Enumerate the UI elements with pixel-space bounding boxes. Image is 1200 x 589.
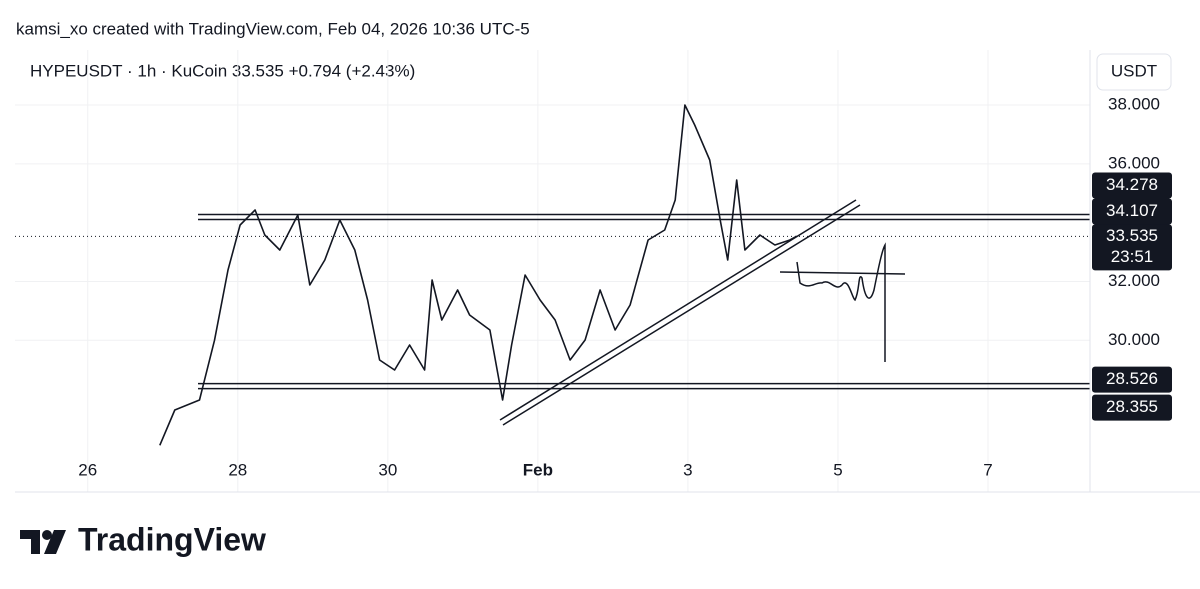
price-line (159, 104, 798, 446)
drawing-line (779, 271, 906, 275)
level-label-box (1092, 366, 1172, 393)
level-label: 34.278 (1106, 175, 1158, 194)
countdown: 23:51 (1111, 247, 1154, 266)
level-label: 28.526 (1106, 369, 1158, 388)
x-tick-label: 5 (833, 460, 842, 479)
header: kamsi_xo created with TradingView.com, F… (16, 19, 530, 38)
currency: USDT (1111, 61, 1157, 80)
level-label-box (1092, 394, 1172, 421)
x-tick-label: 3 (683, 460, 692, 479)
trendline (499, 199, 857, 421)
last-price-label: 33.535 (1106, 226, 1158, 245)
y-tick-label: 36.000 (1108, 153, 1160, 172)
level-label: 28.355 (1106, 397, 1158, 416)
y-tick-label: 32.000 (1108, 271, 1160, 290)
y-tick-label: 30.000 (1108, 330, 1160, 349)
y-tick-label: 38.000 (1108, 94, 1160, 113)
logo: TradingView (78, 521, 266, 557)
last-price-box (1092, 224, 1172, 271)
level-label-box (1092, 198, 1172, 225)
projection-path (796, 242, 886, 362)
x-tick-label: 30 (378, 460, 397, 479)
x-tick-label: 7 (983, 460, 992, 479)
x-tick-label: 28 (228, 460, 247, 479)
chart-title: HYPEUSDT · 1h · KuCoin 33.535 +0.794 (+2… (30, 61, 415, 80)
x-tick-label: Feb (523, 460, 553, 479)
trendline (502, 204, 861, 426)
x-tick-label: 26 (78, 460, 97, 479)
level-label-box (1092, 172, 1172, 199)
logo-icon (20, 530, 66, 554)
currency-box (1096, 53, 1172, 91)
level-label: 34.107 (1106, 201, 1158, 220)
